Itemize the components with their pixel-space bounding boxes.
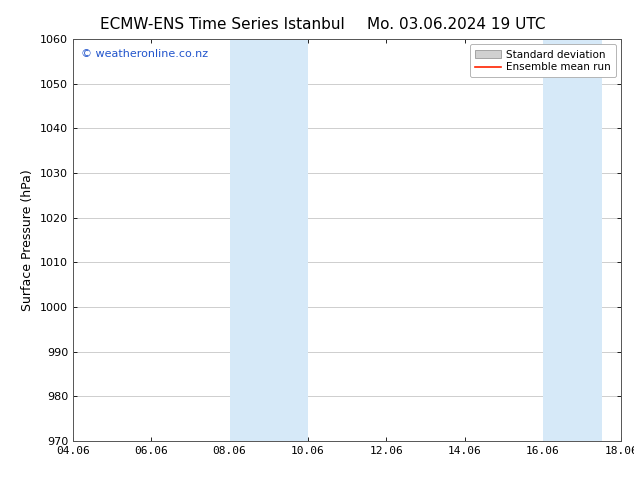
Y-axis label: Surface Pressure (hPa): Surface Pressure (hPa) <box>22 169 34 311</box>
Legend: Standard deviation, Ensemble mean run: Standard deviation, Ensemble mean run <box>470 45 616 77</box>
Bar <box>543 39 602 441</box>
Text: © weatheronline.co.nz: © weatheronline.co.nz <box>81 49 208 59</box>
Text: Mo. 03.06.2024 19 UTC: Mo. 03.06.2024 19 UTC <box>367 17 546 32</box>
Text: ECMW-ENS Time Series Istanbul: ECMW-ENS Time Series Istanbul <box>100 17 344 32</box>
Bar <box>230 39 308 441</box>
